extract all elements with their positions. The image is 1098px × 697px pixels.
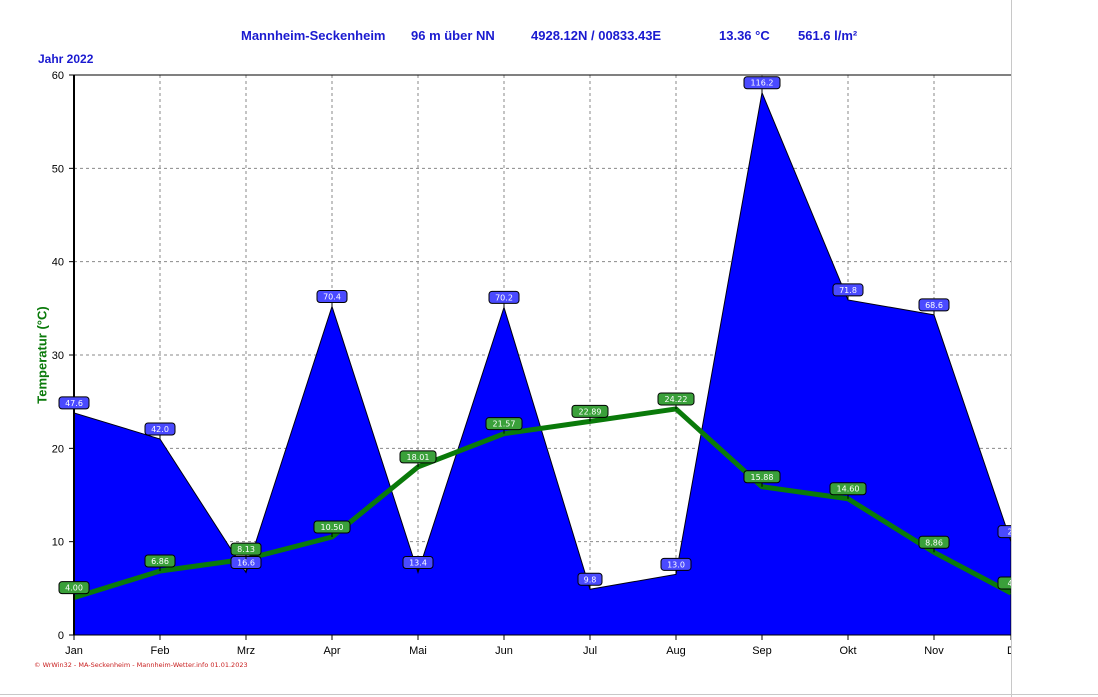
precip-data-label: 116.2: [751, 79, 774, 88]
temp-data-label: 4: [1007, 579, 1012, 588]
precip-data-label: 9.8: [584, 575, 597, 584]
precip-data-label: 68.6: [925, 301, 943, 310]
y-tick-label: 40: [52, 257, 64, 269]
y-tick-label: 60: [52, 70, 64, 82]
x-tick-label: Jun: [495, 645, 513, 657]
precip-data-label-box: [577, 572, 603, 586]
precip-data-label: 16.6: [237, 558, 255, 567]
temp-data-label: 4.00: [65, 584, 83, 593]
temp-data-label: 8.86: [925, 538, 943, 547]
temp-data-label-box: [918, 535, 950, 549]
y-tick-label: 10: [52, 537, 64, 549]
precip-data-label-box: [316, 289, 348, 303]
footer-credit: © WrWin32 - MA-Seckenheim - Mannheim-Wet…: [34, 661, 248, 669]
precip-data-label: 71.8: [839, 286, 857, 295]
precip-data-label-box: [918, 298, 950, 312]
right-margin: [1012, 0, 1098, 697]
precip-data-label-box: [144, 422, 176, 436]
coordinates: 4928.12N / 00833.43E: [531, 28, 662, 43]
y-tick-label: 0: [58, 630, 64, 642]
station-name: Mannheim-Seckenheim: [241, 28, 386, 43]
year-label: Jahr 2022: [38, 52, 94, 66]
precip-data-label-box: [743, 76, 781, 90]
temp-data-label: 22.89: [579, 407, 602, 416]
precip-data-label-box: [488, 290, 520, 304]
temp-data-label: 8.13: [237, 545, 255, 554]
x-tick-label: Mrz: [237, 645, 255, 657]
y-tick-label: 50: [52, 163, 64, 175]
temp-data-label-box: [58, 581, 90, 595]
x-tick-label: Aug: [666, 645, 686, 657]
temp-data-label-box: [399, 450, 437, 464]
frame-border-bottom: [0, 694, 1098, 695]
temp-data-label: 15.88: [751, 473, 774, 482]
x-tick-label: Okt: [839, 645, 856, 657]
temp-data-label-box: [743, 470, 781, 484]
altitude: 96 m über NN: [411, 28, 495, 43]
precip-data-label-box: [660, 557, 692, 571]
x-tick-label: Feb: [151, 645, 170, 657]
temp-data-label: 18.01: [407, 453, 430, 462]
precip-data-label: 13.0: [667, 560, 685, 569]
x-tick-label: Apr: [323, 645, 340, 657]
y-tick-label: 20: [52, 443, 64, 455]
temp-data-label-box: [313, 520, 351, 534]
precipitation-area: [73, 90, 1012, 636]
precip-data-label-box: [58, 396, 90, 410]
y-tick-label: 30: [52, 350, 64, 362]
temp-data-label-box: [485, 417, 523, 431]
temp-data-label: 6.86: [151, 557, 169, 566]
precip-data-label: 2: [1007, 528, 1012, 537]
total-precipitation: 561.6 l/m²: [798, 28, 858, 43]
temp-data-label-box: [829, 482, 867, 496]
precip-data-label: 47.6: [65, 399, 83, 408]
average-temperature: 13.36 °C: [719, 28, 770, 43]
temp-data-label: 24.22: [665, 395, 688, 404]
temp-data-label-box: [144, 554, 176, 568]
x-tick-label: Nov: [924, 645, 944, 657]
temp-data-label-box: [230, 542, 262, 556]
temp-data-label: 21.57: [493, 420, 516, 429]
precip-data-label: 42.0: [151, 425, 169, 434]
x-tick-label: Mai: [409, 645, 427, 657]
frame-border-right: [1011, 0, 1012, 697]
precip-data-label: 70.2: [495, 293, 513, 302]
temp-data-label: 10.50: [321, 523, 344, 532]
precip-data-label: 13.4: [409, 558, 427, 567]
x-tick-label: Jan: [65, 645, 83, 657]
precip-data-label-box: [402, 555, 434, 569]
temp-data-label-box: [571, 404, 609, 418]
temp-data-label-box: [657, 392, 695, 406]
x-tick-label: Jul: [583, 645, 597, 657]
precip-data-label: 70.4: [323, 292, 341, 301]
x-tick-label: Sep: [752, 645, 772, 657]
temp-data-label: 14.60: [837, 485, 860, 494]
precip-data-label-box: [832, 283, 864, 297]
